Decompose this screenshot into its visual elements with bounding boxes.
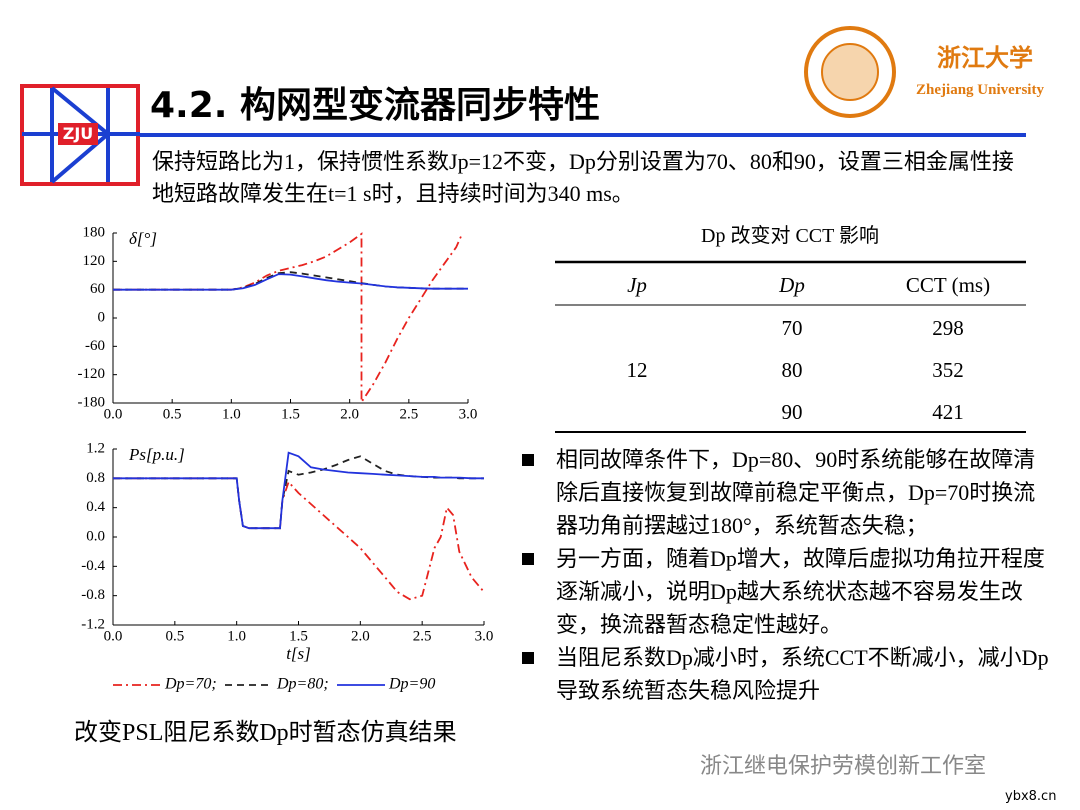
x-tick-label: 1.0 — [222, 406, 241, 422]
table-header: CCT (ms) — [906, 273, 990, 297]
logo-badge — [58, 123, 98, 145]
y-tick-label: 60 — [90, 281, 105, 297]
x-tick-label: 0.0 — [104, 628, 123, 644]
y-tick-label: -180 — [78, 394, 106, 410]
watermark-account: 浙江继电保护劳模创新工作室 — [700, 753, 986, 778]
x-tick-label: 0.5 — [165, 628, 184, 644]
bullet: 相同故障条件下，Dp=80、90时系统能够在故障清除后直接恢复到故障前稳定平衡点… — [520, 443, 1050, 542]
y-tick-label: 0 — [98, 309, 106, 325]
legend-label: Dp=80; — [276, 676, 329, 693]
figure-caption: 改变PSL阻尼系数Dp时暂态仿真结果 — [74, 720, 457, 746]
table-cell: 80 — [782, 358, 803, 382]
x-tick-label: 2.0 — [340, 406, 359, 422]
table-header: Dp — [778, 273, 805, 297]
x-tick-label: 3.0 — [459, 406, 478, 422]
x-tick-label: 1.5 — [289, 628, 308, 644]
legend-label: Dp=90 — [388, 676, 435, 693]
logo-arrow — [50, 86, 112, 184]
bullet-list: 相同故障条件下，Dp=80、90时系统能够在故障清除后直接恢复到故障前稳定平衡点… — [520, 443, 1050, 707]
series-line — [113, 455, 484, 530]
table-header: Jp — [627, 273, 647, 297]
y-tick-label: 0.8 — [86, 470, 105, 486]
intro-text: 保持短路比为1，保持惯性系数Jp=12不变，Dp分别设置为70、80和90，设置… — [152, 149, 1014, 206]
x-tick-label: 1.0 — [227, 628, 246, 644]
table-cell: 70 — [782, 316, 803, 340]
table-cell: 421 — [932, 400, 964, 424]
university-cn: 浙江大学 — [937, 44, 1033, 72]
legend-label: Dp=70; — [164, 676, 217, 693]
x-tick-label: 0.0 — [104, 406, 123, 422]
x-tick-label: 2.0 — [351, 628, 370, 644]
y-tick-label: 1.2 — [86, 440, 105, 456]
y-axis-label: δ[°] — [129, 229, 157, 248]
y-tick-label: 0.0 — [86, 528, 105, 544]
x-tick-label: 1.5 — [281, 406, 300, 422]
x-axis-label: t[s] — [286, 644, 311, 663]
series-line — [113, 273, 468, 291]
table-title: Dp 改变对 CCT 影响 — [701, 224, 879, 247]
x-tick-label: 2.5 — [413, 628, 432, 644]
y-tick-label: -120 — [78, 366, 106, 382]
bullet: 另一方面，随着Dp增大，故障后虚拟功角拉开程度逐渐减小，说明Dp越大系统状态越不… — [520, 542, 1050, 641]
bullet: 当阻尼系数Dp减小时，系统CCT不断减小，减小Dp导致系统暂态失稳风险提升 — [520, 641, 1050, 707]
watermark-site: ybx8.cn — [1005, 789, 1056, 804]
y-tick-label: 120 — [83, 253, 106, 269]
table-cell: 12 — [627, 358, 648, 382]
x-tick-label: 2.5 — [399, 406, 418, 422]
table-cell: 90 — [782, 400, 803, 424]
y-tick-label: -1.2 — [81, 616, 105, 632]
y-tick-label: -0.4 — [81, 558, 105, 574]
y-axis-label: Ps[p.u.] — [128, 445, 185, 464]
x-tick-label: 0.5 — [163, 406, 182, 422]
y-tick-label: -0.8 — [81, 587, 105, 603]
y-tick-label: 0.4 — [86, 499, 105, 515]
university-en: Zhejiang University — [916, 82, 1044, 98]
logo-text: ZJU — [63, 124, 94, 143]
emblem — [804, 26, 896, 118]
slide-title: 4.2. 构网型变流器同步特性 — [150, 85, 600, 126]
y-tick-label: 180 — [83, 224, 106, 240]
table-cell: 298 — [932, 316, 964, 340]
emblem — [821, 43, 879, 101]
table-cell: 352 — [932, 358, 964, 382]
y-tick-label: -60 — [85, 338, 105, 354]
series-line — [113, 232, 463, 406]
series-line — [113, 451, 484, 530]
series-line — [113, 477, 485, 601]
x-tick-label: 3.0 — [475, 628, 494, 644]
